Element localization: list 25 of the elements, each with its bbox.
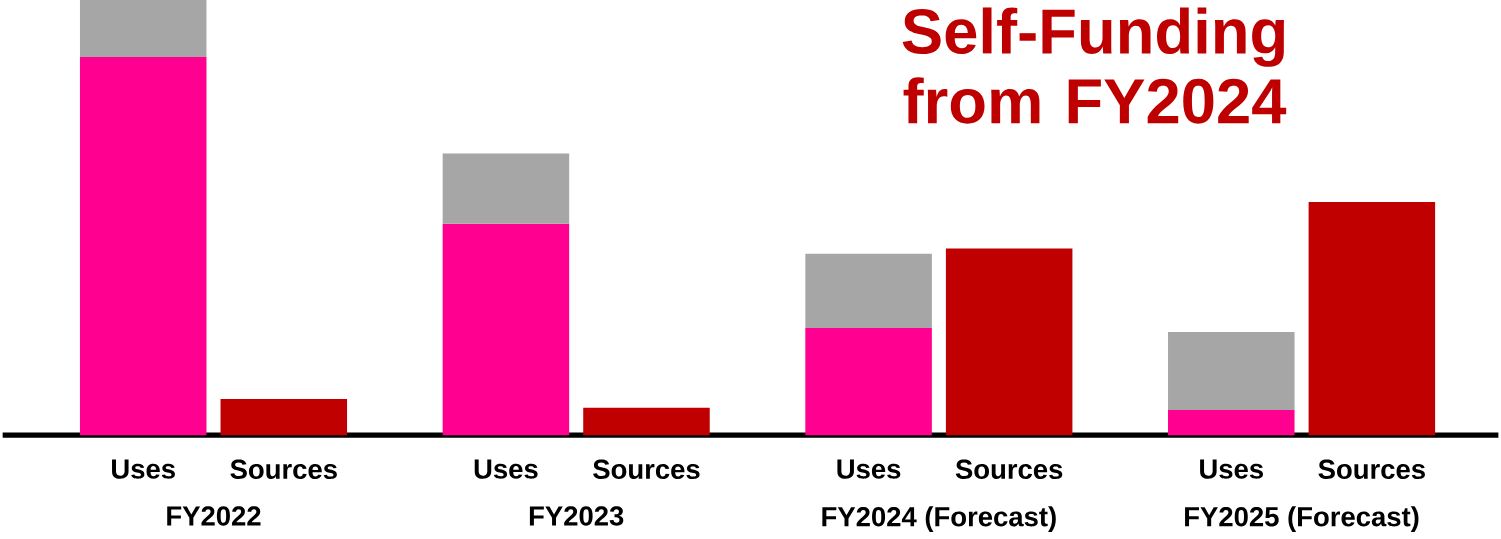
bar <box>805 328 932 436</box>
text: FY2023 <box>529 506 624 526</box>
x-tick-label: Uses <box>474 459 538 479</box>
x-tick-label: Sources <box>593 459 700 480</box>
bar <box>805 253 932 329</box>
x-tick-label: Sources <box>230 459 337 480</box>
x-tick-label: Uses <box>1200 459 1263 479</box>
bar <box>442 153 570 224</box>
text: Self-Funding from FY2024 <box>902 7 1287 124</box>
text: FY2024 (Forecast) <box>822 506 1056 532</box>
bar <box>1168 409 1295 436</box>
bar <box>79 0 207 58</box>
bar <box>1168 332 1295 410</box>
text: FY2022 <box>167 506 261 526</box>
x-tick-label: Uses <box>112 459 175 479</box>
bar <box>79 57 207 436</box>
bar <box>1308 201 1436 436</box>
x-tick-label: Sources <box>955 459 1063 480</box>
x-tick-label: Sources <box>1318 459 1425 480</box>
bar <box>220 399 348 436</box>
x-tick-label: Uses <box>837 459 901 479</box>
bar <box>583 407 710 436</box>
text: FY2025 (Forecast) <box>1185 506 1419 532</box>
bar <box>945 248 1073 436</box>
bar <box>442 223 570 436</box>
